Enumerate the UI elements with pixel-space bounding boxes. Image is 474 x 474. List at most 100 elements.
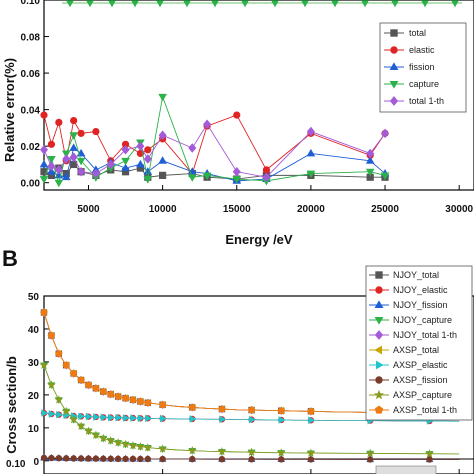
panel-a-y-tick-label: 0.10 [21, 0, 41, 7]
panel-a-data-point [306, 126, 315, 137]
panel-b-data-point [84, 426, 93, 435]
panel-b-data-point [130, 414, 138, 422]
panel-b-legend-swatch-marker [375, 376, 383, 384]
panel-a-data-point [159, 171, 167, 179]
panel-a-data-point [188, 143, 197, 153]
panel-b-legend-label: AXSP_total [393, 345, 439, 355]
panel-a-data-point [92, 127, 100, 136]
panel-b-data-point [188, 403, 196, 411]
panel-b-legend-label: NJOY_total [393, 270, 439, 280]
panel-b-data-point [248, 456, 255, 463]
panel-b-data-point [114, 455, 122, 463]
panel-b-data-point [247, 406, 256, 414]
panel-b-legend-swatch-marker [373, 389, 385, 400]
panel-a-data-point [366, 148, 375, 159]
panel-a-data-point [136, 141, 145, 151]
panel-b-data-point [307, 407, 315, 415]
panel-a-top-strip-marker [66, 0, 74, 8]
panel-b-x-ticks [162, 469, 460, 474]
panel-b-legend-label: AXSP_capture [393, 390, 452, 400]
panel-a-data-point [187, 174, 197, 182]
panel-b-data-point [61, 406, 71, 416]
panel-a-data-point [70, 116, 78, 125]
panel-b-data-point [70, 455, 77, 462]
panel-a-x-tick-label: 15000 [223, 204, 251, 215]
panel-b-data-point [218, 455, 226, 463]
panel-b-data-point [40, 454, 48, 462]
panel-a-data-point [202, 172, 212, 180]
panel-b-data-point [55, 349, 63, 357]
panel-a-top-strip-marker [211, 0, 219, 8]
panel-b-data-point [55, 454, 63, 462]
panel-b-data-point [129, 455, 137, 463]
panel-b-data-point [47, 380, 56, 389]
panel-b-y-tick-label: 0 [33, 457, 39, 468]
panel-a-data-point [69, 132, 78, 140]
panel-a-top-strip-marker [361, 0, 369, 8]
panel-b-data-point [217, 446, 227, 456]
panel-b-data-point [278, 416, 286, 424]
panel-b-data-point [107, 390, 115, 398]
panel-b-y-axis-label: Cross section/b [4, 356, 19, 454]
panel-b-y-tick-label: 30 [28, 358, 40, 369]
panel-a-data-point [158, 93, 167, 102]
panel-a-data-point [143, 154, 152, 164]
panel-b-series: 0.10 [6, 308, 474, 470]
panel-b-data-point [122, 414, 130, 422]
panel-a-data-point [121, 145, 130, 155]
panel-b-data-point [307, 456, 315, 463]
panel-a-data-point [143, 176, 153, 184]
panel-a-legend-swatch-marker [390, 46, 398, 54]
panel-b-data-point [144, 398, 152, 406]
panel-b-data-point [189, 415, 197, 423]
panel-b-legend-label: AXSP_total 1-th [393, 405, 457, 415]
panel-a-data-point [76, 157, 86, 166]
panel-b-data-point [158, 400, 167, 408]
panel-a-top-strip-marker [451, 0, 459, 8]
panel-b-data-point [84, 381, 93, 389]
panel-b-y-tick-label: 50 [28, 292, 40, 303]
panel-a-data-point [47, 167, 56, 175]
panel-a-y-tick-label: 0.00 [21, 179, 41, 190]
panel-a-top-strip-marker [391, 0, 399, 8]
panel-b-data-point [100, 455, 107, 462]
panel-b-data-point [122, 455, 129, 463]
panel-a-top-strip-marker [131, 0, 139, 8]
panel-a-data-point [306, 148, 316, 157]
panel-a-top-strip-marker [86, 0, 94, 8]
panel-a-data-point [144, 146, 152, 154]
panel-b-legend-swatch-marker [374, 316, 384, 325]
panel-a-data-point [380, 172, 390, 180]
panel-a-data-point [61, 150, 71, 159]
panel-b-data-point [189, 455, 196, 463]
panel-b-legend-label: AXSP_elastic [393, 360, 448, 370]
panel-a-series-line [43, 114, 386, 175]
panel-a-legend-swatch-marker [389, 96, 399, 106]
panel-a-frame [43, 0, 474, 191]
panel-b-y-ticks: 0 10 20 30 40 50 [28, 292, 49, 468]
panel-b-legend-swatch-marker [374, 405, 384, 414]
panel-b-data-point [247, 447, 256, 456]
panel-a-legend-label: fission [409, 62, 435, 72]
panel-b-scrollbar[interactable] [375, 465, 437, 474]
panel-b-data-point [92, 455, 100, 462]
panel-b-legend-swatch-marker [374, 345, 383, 355]
panel-b-data-point [107, 455, 114, 462]
panel-a-data-point [77, 166, 86, 177]
panel-b-data-point [41, 409, 49, 417]
panel-a-data-point [158, 156, 167, 164]
panel-b-y-tick-label: 20 [28, 391, 40, 402]
panel-b-legend-label: NJOY_elastic [393, 285, 448, 295]
panel-a-data-point [55, 118, 63, 127]
panel-b-data-point [48, 410, 56, 418]
panel-a-x-tick-label: 25000 [371, 204, 399, 215]
panel-b-data-point [144, 455, 151, 463]
panel-b-data-point [56, 410, 63, 419]
panel-a: 0.00 0.02 0.04 0.06 0.08 0.10 5000 10000 15000 2… [2, 0, 474, 247]
panel-a-y-axis-label: Relative error(%) [2, 58, 17, 162]
panel-a-top-strip-marker [241, 0, 249, 8]
panel-b-data-point [277, 406, 285, 414]
panel-a-top-strip-marker [183, 0, 191, 8]
panel-b-data-point [276, 448, 286, 457]
panel-a-legend-label: total 1-th [409, 96, 444, 106]
